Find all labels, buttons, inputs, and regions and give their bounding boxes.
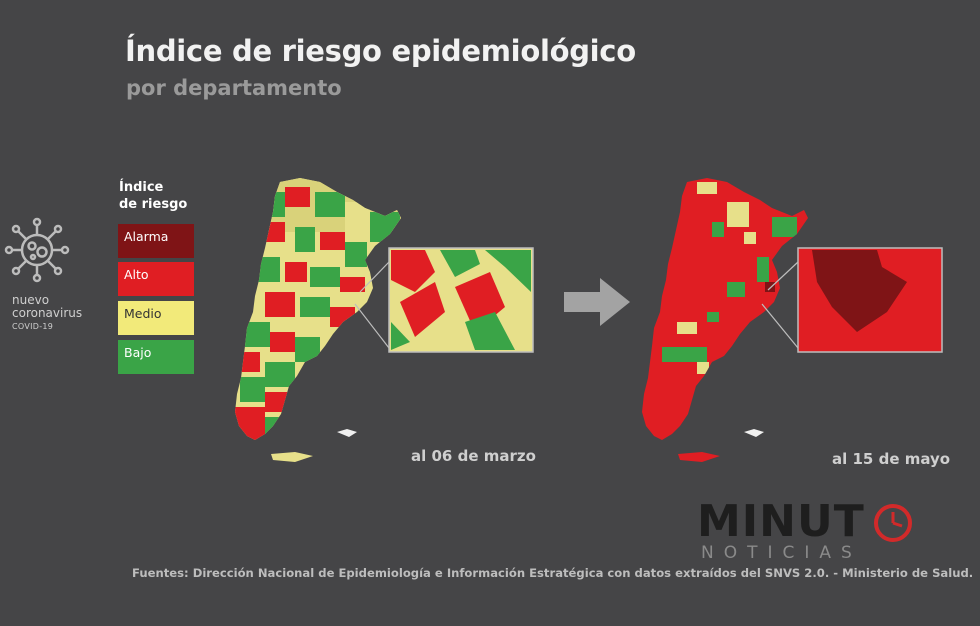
source-text: Fuentes: Dirección Nacional de Epidemiol… (132, 566, 974, 580)
minuto-noticias-logo: MINUT NOTICIAS (697, 496, 912, 563)
clock-icon (874, 504, 912, 542)
map-marzo (235, 178, 534, 462)
map-mayo (642, 178, 943, 462)
islas-malvinas-mayo (744, 429, 764, 437)
legend-title: Índice de riesgo (119, 179, 187, 213)
caption-mayo: al 15 de mayo (832, 450, 951, 468)
legend-title-line-1: Índice (119, 180, 164, 195)
logo-sub-text: NOTICIAS (701, 543, 862, 563)
legend-title-line-2: de riesgo (119, 197, 188, 212)
islas-malvinas-marzo (337, 429, 357, 437)
page-title: Índice de riesgo epidemiológico (125, 34, 636, 68)
page-subtitle: por departamento (126, 76, 342, 100)
brand-text: nuevo coronavirus COVID-19 (12, 294, 82, 333)
legend-item-alto: Alto (118, 262, 194, 296)
caption-marzo: al 06 de marzo (411, 447, 536, 465)
legend-item-medio: Medio (118, 301, 194, 335)
logo-main-text: MINUT (697, 496, 865, 547)
arrow-right-icon (564, 278, 630, 326)
brand-line-3: COVID-19 (12, 322, 54, 331)
coronavirus-icon (4, 217, 70, 283)
legend-item-bajo: Bajo (118, 340, 194, 374)
brand-line-1: nuevo (12, 293, 50, 307)
legend-item-alarma: Alarma (118, 224, 194, 258)
brand-line-2: coronavirus (12, 306, 83, 320)
